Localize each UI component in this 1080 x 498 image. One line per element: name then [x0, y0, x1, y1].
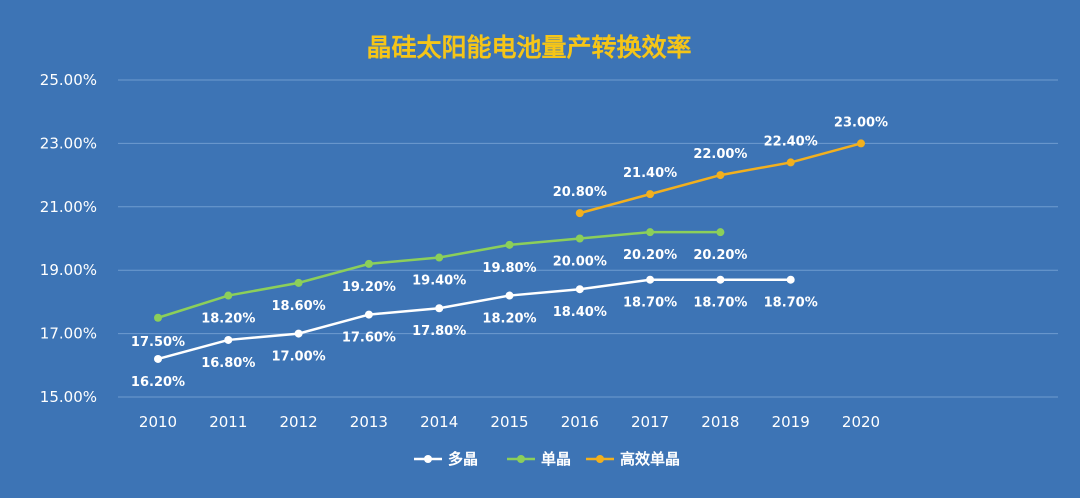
data-label: 18.60% [272, 299, 326, 314]
data-label: 19.80% [482, 261, 536, 276]
x-tick-label: 2014 [420, 413, 458, 431]
x-tick-label: 2020 [842, 413, 880, 431]
data-point [224, 335, 233, 344]
y-tick-label: 17.00% [40, 325, 97, 343]
x-axis: 2010 2011 2012 2013 2014 2015 2016 2017 2018 2019… [139, 413, 880, 431]
data-label: 19.20% [342, 280, 396, 295]
x-tick-label: 2012 [280, 413, 318, 431]
data-label: 23.00% [834, 115, 888, 130]
y-tick-label: 21.00% [40, 198, 97, 216]
x-tick-label: 2019 [772, 413, 810, 431]
data-point [716, 275, 725, 284]
x-tick-label: 2010 [139, 413, 177, 431]
data-point [716, 171, 725, 180]
data-label: 19.40% [412, 274, 466, 289]
data-label: 18.40% [553, 305, 607, 320]
data-label: 20.80% [553, 185, 607, 200]
y-tick-label: 15.00% [40, 388, 97, 406]
data-labels: 16.20% 16.80% 17.00% 17.60% 17.80% 18.20% 18.4… [131, 115, 888, 390]
data-point [646, 275, 655, 284]
data-point [154, 354, 162, 363]
series-2 [575, 139, 865, 218]
legend-label: 多晶 [448, 450, 478, 468]
data-point [435, 304, 444, 313]
data-label: 18.20% [201, 312, 255, 327]
data-point [154, 313, 162, 322]
data-point [294, 278, 303, 287]
series-1 [154, 228, 725, 322]
data-label: 18.70% [623, 296, 677, 311]
data-point [646, 228, 655, 237]
legend-label: 单晶 [541, 450, 571, 468]
data-label: 21.40% [623, 166, 677, 181]
legend-item-0[interactable]: 多晶 [414, 450, 478, 468]
data-label: 17.60% [342, 331, 396, 346]
y-axis: 15.00% 17.00% 19.00% 21.00% 23.00% 25.00% [40, 71, 97, 406]
x-tick-label: 2013 [350, 413, 388, 431]
legend-label: 高效单晶 [620, 450, 680, 468]
x-tick-label: 2016 [561, 413, 599, 431]
data-label: 18.20% [482, 312, 536, 327]
legend-item-1[interactable]: 单晶 [507, 450, 571, 468]
data-label: 18.70% [693, 296, 747, 311]
data-label: 20.20% [693, 248, 747, 263]
data-point [857, 139, 865, 148]
data-point [435, 253, 444, 262]
y-tick-label: 23.00% [40, 134, 97, 152]
series-0 [154, 275, 795, 363]
legend-item-2[interactable]: 高效单晶 [586, 450, 680, 468]
data-point [364, 259, 373, 268]
data-point [786, 275, 795, 284]
data-label: 16.80% [201, 356, 255, 371]
data-label: 18.70% [764, 296, 818, 311]
data-label: 22.40% [764, 134, 818, 149]
x-tick-label: 2015 [490, 413, 528, 431]
data-point [575, 209, 584, 218]
data-point [505, 291, 514, 300]
legend-marker [517, 455, 525, 463]
data-label: 17.00% [272, 350, 326, 365]
x-tick-label: 2018 [701, 413, 739, 431]
series-line [157, 278, 791, 361]
data-label: 20.00% [553, 255, 607, 270]
x-tick-label: 2017 [631, 413, 669, 431]
data-point [716, 228, 725, 237]
data-point [786, 158, 795, 167]
grid [118, 79, 1058, 398]
data-label: 17.80% [412, 324, 466, 339]
data-label: 17.50% [131, 335, 185, 350]
data-point [575, 234, 584, 243]
data-point [646, 190, 655, 199]
legend[interactable]: 多晶 单晶 高效单晶 [414, 450, 680, 468]
x-tick-label: 2011 [209, 413, 247, 431]
data-point [294, 329, 303, 338]
data-point [224, 291, 233, 300]
y-tick-label: 19.00% [40, 261, 97, 279]
y-tick-label: 25.00% [40, 71, 97, 89]
data-label: 20.20% [623, 248, 677, 263]
data-label: 22.00% [693, 147, 747, 162]
legend-marker [424, 455, 432, 463]
data-point [575, 285, 584, 294]
data-label: 16.20% [131, 375, 185, 390]
data-point [505, 240, 514, 249]
series-group [154, 139, 865, 363]
legend-marker [596, 455, 604, 463]
chart-title: 晶硅太阳能电池量产转换效率 [366, 33, 691, 62]
data-point [364, 310, 373, 319]
